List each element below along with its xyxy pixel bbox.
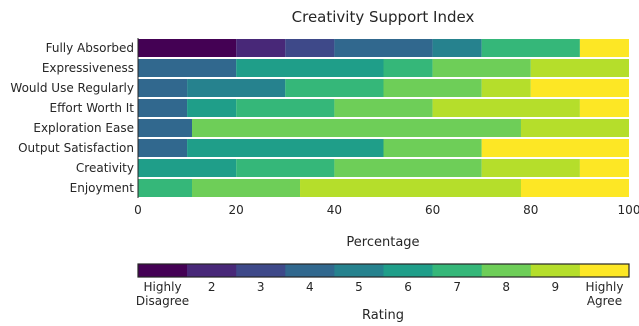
bar-segment [138,79,188,97]
x-tick-label: 20 [229,203,244,217]
bar-segment [187,79,286,97]
x-tick-label: 60 [425,203,440,217]
bar-segment [285,39,335,57]
bar-segment [285,79,384,97]
bar-segment [138,179,193,197]
bar-segment [481,79,531,97]
bars-group [138,39,629,197]
category-label: Expressiveness [42,61,134,75]
colorbar-swatch [530,264,581,277]
bar-segment [187,139,384,157]
colorbar-label: Rating [362,308,404,323]
bar-segment [579,159,629,177]
bar-segment [334,159,482,177]
bar-segment [236,59,384,77]
bar-segment [187,99,237,117]
colorbar-tick-label: 8 [502,280,510,294]
colorbar-tick-label: 6 [404,280,412,294]
colorbar-swatch [187,264,237,277]
category-label: Effort Worth It [50,101,135,115]
category-label: Enjoyment [70,181,135,195]
bar-segment [236,39,286,57]
bar-segment [236,159,335,177]
bar-segment [481,139,629,157]
x-tick-label: 100 [618,203,639,217]
colorbar-swatch [236,264,286,277]
colorbar: Highly Disagree 2 3 4 5 6 7 8 9 Highly Agree [136,263,630,308]
bar-segment [334,39,433,57]
colorbar-tick-label: 2 [208,280,216,294]
bar-segment [138,159,237,177]
category-labels: Fully Absorbed Expressiveness Would Use Re… [10,41,134,195]
bar-segment [192,179,301,197]
colorbar-swatch [383,264,433,277]
bar-segment [383,139,482,157]
bar-segment [138,59,237,77]
x-tick-label: 0 [134,203,142,217]
bar-segment [236,99,335,117]
bar-segment [520,179,629,197]
bar-segment [432,99,580,117]
colorbar-tick-label: Highly Agree [585,280,623,308]
colorbar-swatch [579,264,630,277]
chart-title: Creativity Support Index [292,8,475,26]
bar-segment [383,79,482,97]
bar-segment [530,79,629,97]
colorbar-tick-label: 7 [453,280,461,294]
bar-segment [138,99,188,117]
bar-segment [138,39,237,57]
bar-segment [432,59,531,77]
x-axis-label: Percentage [346,235,419,250]
colorbar-swatch [138,264,188,277]
bar-segment [520,119,629,137]
colorbar-tick-label: 4 [306,280,314,294]
colorbar-tick-label: 3 [257,280,265,294]
bar-segment [579,99,629,117]
colorbar-swatch [285,264,335,277]
category-label: Creativity [76,161,134,175]
category-label: Would Use Regularly [10,81,134,95]
x-tick-label: 40 [327,203,342,217]
x-axis: 0 20 40 60 80 100 [134,38,639,217]
colorbar-tick-label: 5 [355,280,363,294]
colorbar-tick-label: 9 [552,280,560,294]
colorbar-border [137,263,630,278]
colorbar-tick-label: Highly Disagree [136,280,189,308]
bar-segment [383,59,433,77]
bar-segment [481,39,580,57]
bar-segment [192,119,521,137]
bar-segment [432,39,482,57]
category-label: Output Satisfaction [18,141,134,155]
colorbar-swatch [334,264,384,277]
category-label: Exploration Ease [33,121,134,135]
bar-segment [300,179,521,197]
bar-segment [530,59,629,77]
colorbar-swatch [481,264,532,277]
bar-segment [138,119,193,137]
bar-segment [138,139,188,157]
bar-segment [481,159,580,177]
colorbar-swatch [432,264,482,277]
bar-segment [334,99,433,117]
category-label: Fully Absorbed [46,41,134,55]
bar-segment [579,39,629,57]
x-tick-label: 80 [523,203,538,217]
